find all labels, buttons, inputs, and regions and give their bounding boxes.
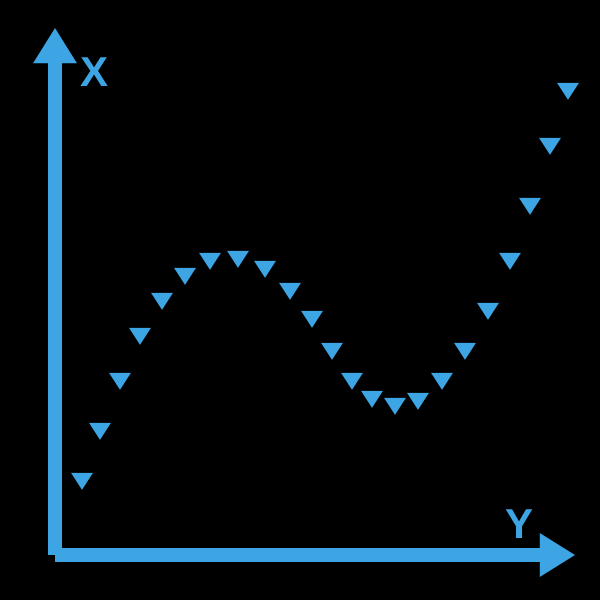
x-axis-label: Y [505,500,533,548]
chart-container: X Y [0,0,600,600]
data-point-marker [151,293,173,310]
data-point-marker [279,283,301,300]
data-point-marker [254,261,276,278]
data-point-marker [301,311,323,328]
data-point-marker [227,251,249,268]
data-point-marker [129,328,151,345]
data-point-marker [477,303,499,320]
data-point-marker [557,83,579,100]
data-point-marker [109,373,131,390]
y-axis-label: X [80,48,108,96]
data-point-marker [71,473,93,490]
data-point-marker [384,398,406,415]
data-point-marker [321,343,343,360]
data-point-marker [539,138,561,155]
y-axis-arrow-icon [33,28,77,63]
data-point-marker [341,373,363,390]
data-point-marker [499,253,521,270]
data-point-marker [361,391,383,408]
data-point-marker [454,343,476,360]
x-axis-arrow-icon [540,533,575,577]
data-point-marker [431,373,453,390]
data-point-marker [89,423,111,440]
data-point-marker [519,198,541,215]
data-point-marker [174,268,196,285]
data-point-marker [199,253,221,270]
data-point-marker [407,393,429,410]
